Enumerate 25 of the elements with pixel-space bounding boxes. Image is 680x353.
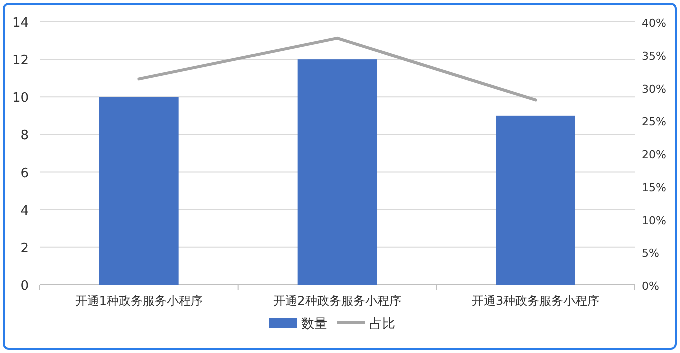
bar xyxy=(100,97,179,285)
y-tick-label: 2 xyxy=(20,241,29,256)
y2-tick-label: 10% xyxy=(642,214,666,228)
y-tick-label: 6 xyxy=(20,166,29,182)
y2-tick-label: 40% xyxy=(642,17,666,30)
y2-tick-label: 15% xyxy=(642,181,666,194)
y2-tick-label: 20% xyxy=(642,148,666,162)
y2-tick-label: 0% xyxy=(642,280,660,293)
y2-tick-label: 25% xyxy=(642,116,666,129)
x-tick-label: 开通1种政务服务小程序 xyxy=(75,294,203,308)
x-tick-label: 开通3种政务服务小程序 xyxy=(472,294,600,308)
y2-tick-label: 5% xyxy=(642,247,660,260)
y2-tick-label: 35% xyxy=(642,50,666,63)
x-tick-label: 开通2种政务服务小程序 xyxy=(274,294,402,308)
y-tick-label: 14 xyxy=(12,16,29,31)
y-tick-label: 10 xyxy=(12,91,29,106)
y-tick-label: 8 xyxy=(20,128,29,144)
bar xyxy=(496,116,576,285)
legend-label: 占比 xyxy=(370,317,396,332)
bar xyxy=(298,60,378,285)
y2-tick-label: 30% xyxy=(642,82,666,96)
y-tick-label: 0 xyxy=(20,279,29,294)
legend-label: 数量 xyxy=(302,317,328,332)
y-tick-label: 4 xyxy=(20,204,29,219)
y-tick-label: 12 xyxy=(12,54,29,69)
